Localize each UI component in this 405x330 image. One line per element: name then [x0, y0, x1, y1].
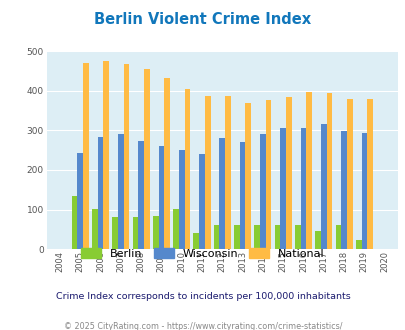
Bar — [184, 89, 190, 249]
Bar — [260, 134, 265, 249]
Bar — [234, 225, 239, 249]
Bar — [173, 209, 179, 249]
Bar — [132, 217, 138, 249]
Text: Crime Index corresponds to incidents per 100,000 inhabitants: Crime Index corresponds to incidents per… — [55, 292, 350, 301]
Bar — [239, 142, 245, 249]
Bar — [306, 91, 311, 249]
Bar — [361, 133, 367, 249]
Bar — [219, 138, 225, 249]
Bar — [245, 103, 251, 249]
Bar — [254, 225, 260, 249]
Text: © 2025 CityRating.com - https://www.cityrating.com/crime-statistics/: © 2025 CityRating.com - https://www.city… — [64, 322, 341, 330]
Bar — [83, 63, 89, 249]
Bar — [346, 99, 352, 249]
Bar — [138, 141, 144, 249]
Bar — [367, 99, 372, 249]
Bar — [315, 231, 320, 249]
Bar — [320, 124, 326, 249]
Bar — [300, 128, 306, 249]
Bar — [274, 225, 280, 249]
Bar — [294, 225, 300, 249]
Bar — [124, 64, 129, 249]
Bar — [164, 79, 170, 249]
Bar — [225, 96, 230, 249]
Bar — [98, 137, 103, 249]
Bar — [213, 225, 219, 249]
Bar — [77, 153, 83, 249]
Bar — [103, 61, 109, 249]
Bar — [335, 225, 341, 249]
Bar — [92, 209, 98, 249]
Bar — [179, 150, 184, 249]
Bar — [112, 217, 118, 249]
Bar — [286, 97, 291, 249]
Bar — [158, 146, 164, 249]
Legend: Berlin, Wisconsin, National: Berlin, Wisconsin, National — [77, 244, 328, 263]
Bar — [199, 154, 205, 249]
Bar — [341, 131, 346, 249]
Bar — [193, 233, 199, 249]
Bar — [153, 216, 158, 249]
Bar — [118, 134, 124, 249]
Bar — [205, 95, 210, 249]
Bar — [144, 69, 149, 249]
Text: Berlin Violent Crime Index: Berlin Violent Crime Index — [94, 12, 311, 26]
Bar — [280, 128, 286, 249]
Bar — [265, 100, 271, 249]
Bar — [72, 196, 77, 249]
Bar — [355, 241, 361, 249]
Bar — [326, 93, 332, 249]
